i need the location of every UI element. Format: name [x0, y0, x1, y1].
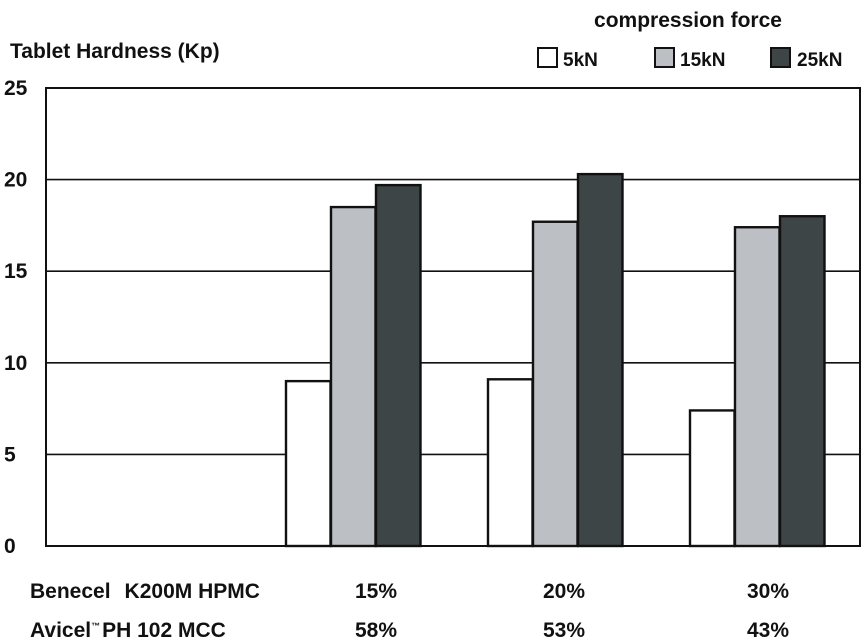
legend-label-5kn: 5kN	[563, 50, 598, 71]
bar-25kn-1	[376, 185, 421, 546]
legend-label-25kn: 25kN	[797, 50, 842, 71]
row-2-value-3: 43%	[747, 619, 789, 642]
y-tick-label: 0	[4, 535, 16, 558]
y-tick-labels: 0 5 10 15 20 25	[4, 77, 28, 558]
bar-25kn-3	[780, 216, 825, 546]
legend-swatch-15kn	[655, 48, 674, 67]
bar-5kn-3	[690, 410, 735, 546]
bar-25kn-2	[578, 174, 623, 546]
legend-swatch-5kn	[538, 48, 557, 67]
y-tick-label: 10	[4, 352, 27, 375]
y-axis-label: Tablet Hardness (Kp)	[10, 40, 220, 63]
category-rows: Benecel K200M HPMC 15% 20% 30% Avicel™PH 102 …	[30, 580, 789, 642]
bar-5kn-2	[488, 379, 533, 546]
legend-title: compression force	[594, 9, 782, 32]
bar-5kn-1	[286, 381, 331, 546]
y-tick-label: 25	[4, 77, 28, 100]
row-1-value-1: 15%	[355, 580, 397, 603]
bar-15kn-3	[735, 227, 780, 546]
row-label-2: Avicel™PH 102 MCC	[30, 619, 226, 642]
row-1-value-3: 30%	[747, 580, 789, 603]
row-label-1: Benecel K200M HPMC	[30, 580, 260, 603]
row-1-value-2: 20%	[543, 580, 585, 603]
y-tick-label: 20	[4, 169, 27, 192]
legend-label-15kn: 15kN	[680, 50, 725, 71]
legend-swatch-25kn	[771, 48, 790, 67]
bar-15kn-1	[331, 207, 376, 546]
y-tick-label: 5	[4, 443, 16, 466]
bars	[286, 174, 825, 546]
bar-15kn-2	[533, 222, 578, 546]
row-2-value-2: 53%	[543, 619, 585, 642]
row-2-value-1: 58%	[355, 619, 397, 642]
y-tick-label: 15	[4, 260, 28, 283]
legend: compression force 5kN 15kN 25kN	[538, 9, 842, 71]
